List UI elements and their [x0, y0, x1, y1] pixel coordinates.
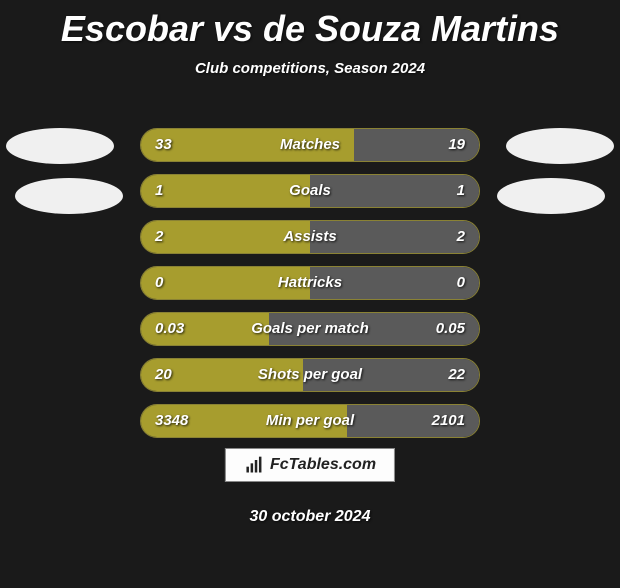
- stat-row: 33Matches19: [140, 128, 480, 162]
- player-right-avatar-2: [497, 178, 605, 214]
- stat-label: Shots per goal: [141, 359, 479, 391]
- page-title: Escobar vs de Souza Martins: [0, 8, 620, 50]
- stat-label: Hattricks: [141, 267, 479, 299]
- stat-value-right: 22: [448, 359, 465, 391]
- stats-container: 33Matches19 1Goals1 2Assists2 0Hattricks0 0.…: [140, 128, 480, 450]
- stat-label: Matches: [141, 129, 479, 161]
- stat-row: 0Hattricks0: [140, 266, 480, 300]
- chart-icon: [244, 455, 264, 475]
- stat-value-right: 2101: [432, 405, 465, 437]
- stat-label: Goals per match: [141, 313, 479, 345]
- stat-row: 3348Min per goal2101: [140, 404, 480, 438]
- brand-badge: FcTables.com: [225, 448, 395, 482]
- stat-label: Min per goal: [141, 405, 479, 437]
- player-right-avatar-1: [506, 128, 614, 164]
- stat-row: 2Assists2: [140, 220, 480, 254]
- stat-label: Assists: [141, 221, 479, 253]
- player-left-avatar-2: [15, 178, 123, 214]
- stat-row: 0.03Goals per match0.05: [140, 312, 480, 346]
- date-text: 30 october 2024: [0, 508, 620, 526]
- stat-row: 1Goals1: [140, 174, 480, 208]
- stat-value-right: 0: [457, 267, 465, 299]
- page-subtitle: Club competitions, Season 2024: [0, 60, 620, 77]
- player-left-avatar-1: [6, 128, 114, 164]
- stat-value-right: 2: [457, 221, 465, 253]
- stat-value-right: 0.05: [436, 313, 465, 345]
- brand-text: FcTables.com: [270, 456, 376, 474]
- stat-value-right: 19: [448, 129, 465, 161]
- stat-label: Goals: [141, 175, 479, 207]
- stat-value-right: 1: [457, 175, 465, 207]
- stat-row: 20Shots per goal22: [140, 358, 480, 392]
